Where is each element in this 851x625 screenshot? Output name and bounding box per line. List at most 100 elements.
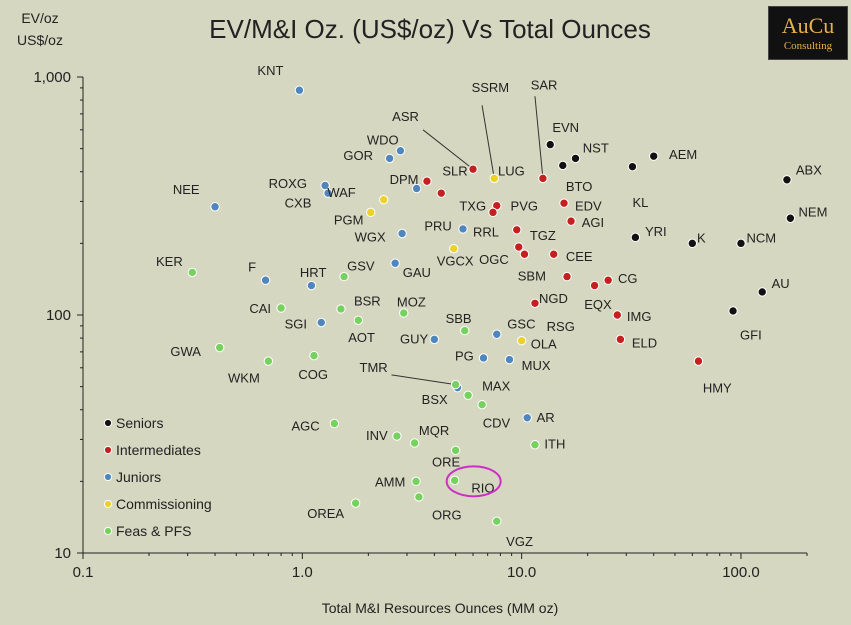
- point-au: [757, 287, 767, 297]
- point-pg: [478, 353, 489, 363]
- point-gwa: [214, 342, 225, 353]
- point-img: [612, 310, 623, 320]
- y-tick-label: 10: [54, 545, 71, 562]
- label-asr: ASR: [392, 109, 419, 124]
- label-img: IMG: [627, 309, 652, 324]
- label-ith: ITH: [544, 437, 565, 452]
- label-wdo: WDO: [367, 133, 399, 148]
- point-tmr: [450, 379, 461, 390]
- label-pvg: PVG: [511, 199, 538, 214]
- x-tick-label: 1.0: [292, 564, 313, 581]
- label-mqr: MQR: [419, 423, 449, 438]
- aucu-logo: AuCu Consulting: [768, 6, 848, 60]
- label-ssrm: SSRM: [472, 80, 510, 95]
- point-rsg: [530, 298, 540, 308]
- label-ar: AR: [537, 410, 555, 425]
- point-ncm: [736, 238, 746, 249]
- label-slr: SLR: [442, 164, 467, 179]
- point-ogc: [514, 242, 524, 252]
- logo-name: AuCu: [781, 13, 835, 38]
- label-amm: AMM: [375, 474, 405, 489]
- label-vgcx: VGCX: [437, 253, 474, 268]
- point-tgz: [512, 225, 522, 235]
- label-org: ORG: [432, 507, 462, 522]
- point-yri: [630, 232, 641, 243]
- label-wkm: WKM: [228, 371, 260, 386]
- point-guy: [429, 334, 440, 345]
- point-nem: [785, 213, 796, 223]
- legend-entry: Seniors: [116, 415, 163, 431]
- legend-entry: Juniors: [116, 469, 161, 485]
- legend-marker: [103, 499, 113, 509]
- label-ore: ORE: [432, 455, 461, 470]
- label-kl: KL: [632, 195, 648, 210]
- label-sar: SAR: [531, 78, 558, 93]
- point-txg: [436, 188, 446, 198]
- label-gsv: GSV: [347, 258, 375, 273]
- point-gfi: [728, 306, 738, 316]
- point-aem: [648, 151, 659, 161]
- point-evn: [545, 139, 555, 150]
- label-edv: EDV: [575, 199, 602, 214]
- point-mqr: [409, 438, 420, 448]
- x-tick-label: 0.1: [73, 564, 94, 581]
- y-tick-label: 100: [46, 307, 71, 324]
- label-yri: YRI: [645, 224, 667, 239]
- leader-line-ssrm: [481, 105, 495, 179]
- label-agc: AGC: [292, 419, 320, 434]
- point-ore: [450, 445, 461, 456]
- x-tick-label: 10.0: [507, 564, 536, 581]
- label-rrl: RRL: [473, 225, 499, 240]
- point-agi: [566, 216, 576, 226]
- label-cog: COG: [298, 367, 328, 382]
- label-rsg: RSG: [547, 319, 575, 334]
- label-tgz: TGZ: [530, 228, 556, 243]
- label-ogc: OGC: [479, 252, 509, 267]
- point-orea: [350, 498, 361, 508]
- point-agc: [329, 418, 340, 429]
- label-abx: ABX: [796, 162, 822, 177]
- legend-entry: Feas & PFS: [116, 523, 191, 539]
- label-eqx: EQX: [584, 297, 612, 312]
- point-abx: [782, 175, 792, 185]
- legend-entry: Intermediates: [116, 442, 201, 458]
- point-wgx: [397, 228, 407, 239]
- label-pgm: PGM: [334, 212, 364, 227]
- label-sgi: SGI: [285, 317, 307, 332]
- label-eld: ELD: [632, 335, 657, 350]
- x-axis-label: Total M&I Resources Ounces (MM oz): [322, 600, 559, 616]
- label-guy: GUY: [400, 331, 429, 346]
- label-aot: AOT: [348, 330, 375, 345]
- point-max: [463, 390, 473, 400]
- point-waf: [379, 195, 389, 205]
- point-dpm: [411, 183, 422, 194]
- point-knt: [294, 85, 305, 95]
- point-gau: [390, 258, 400, 268]
- point-rio: [449, 475, 460, 486]
- point-gsv: [339, 271, 349, 282]
- label-sbm: SBM: [518, 269, 546, 284]
- point-vgz: [492, 516, 502, 526]
- legend-entry: Commissioning: [116, 496, 212, 512]
- label-pru: PRU: [424, 219, 451, 234]
- legend-marker: [103, 418, 113, 428]
- label-bsx: BSX: [422, 392, 448, 407]
- label-ncm: NCM: [747, 230, 777, 245]
- point-ith: [530, 440, 540, 450]
- label-cg: CG: [618, 271, 638, 286]
- label-evn: EVN: [552, 120, 579, 135]
- point-aot: [353, 315, 364, 326]
- label-aem: AEM: [669, 147, 697, 162]
- label-mux: MUX: [522, 358, 551, 373]
- label-gsc: GSC: [507, 317, 535, 332]
- y-axis-label-line2: US$/oz: [17, 32, 63, 48]
- label-cai: CAI: [249, 301, 271, 316]
- point-eqx: [589, 280, 600, 291]
- label-ngd: NGD: [539, 291, 568, 306]
- label-inv: INV: [366, 428, 388, 443]
- x-tick-label: 100.0: [722, 564, 760, 581]
- point-ola: [516, 335, 527, 346]
- label-gor: GOR: [343, 148, 373, 163]
- point-pru: [458, 224, 468, 234]
- y-tick-label: 1,000: [33, 69, 71, 86]
